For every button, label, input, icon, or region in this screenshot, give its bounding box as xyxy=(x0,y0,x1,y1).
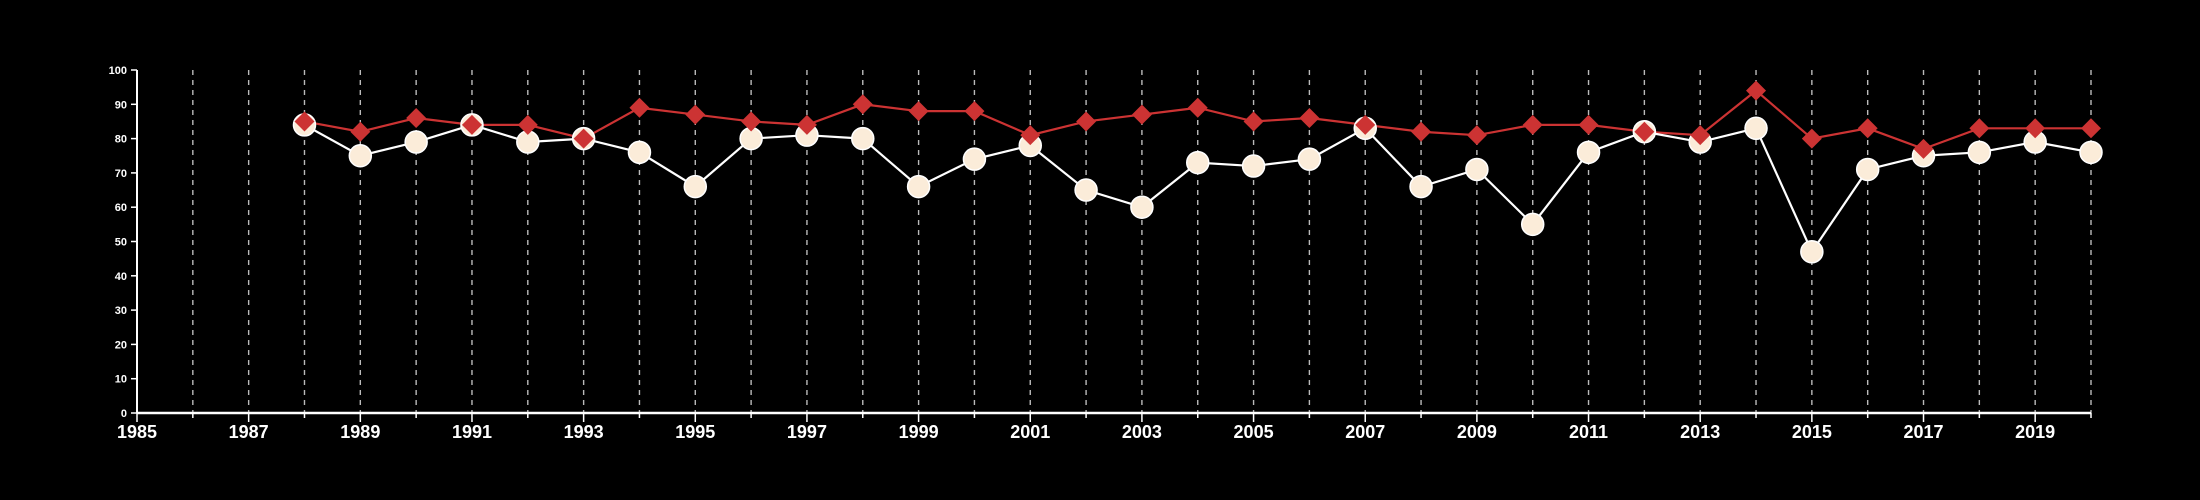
y-tick-label: 50 xyxy=(115,237,127,249)
data-point-diamond xyxy=(461,114,482,135)
data-point-diamond xyxy=(406,108,427,129)
data-point-diamond xyxy=(294,111,315,132)
x-tick-label: 1987 xyxy=(229,422,269,442)
data-point-diamond xyxy=(2081,118,2101,139)
data-point-diamond xyxy=(1801,128,1822,149)
data-point-circle xyxy=(1744,116,1768,141)
data-point-diamond xyxy=(852,94,873,115)
data-point-circle xyxy=(1241,154,1266,178)
data-point-circle xyxy=(1074,178,1098,202)
x-tick-label: 2007 xyxy=(1345,422,1385,442)
data-point-diamond xyxy=(1243,111,1264,132)
data-point-circle xyxy=(404,130,428,154)
y-tick-label: 60 xyxy=(115,202,127,214)
y-tick-label: 80 xyxy=(115,134,127,146)
data-point-diamond xyxy=(1411,121,1432,142)
data-point-circle xyxy=(1855,157,1880,182)
y-tick-label: 40 xyxy=(115,271,127,283)
data-point-diamond xyxy=(1076,111,1097,132)
x-tick-label: 2019 xyxy=(2015,422,2055,442)
data-point-diamond xyxy=(908,101,929,122)
data-point-diamond xyxy=(629,97,650,118)
data-point-diamond xyxy=(964,101,985,122)
data-point-diamond xyxy=(685,104,706,125)
data-point-circle xyxy=(1297,147,1322,171)
data-point-circle xyxy=(1967,140,1992,165)
data-point-diamond xyxy=(517,114,538,135)
y-tick-label: 10 xyxy=(115,374,127,386)
x-tick-label: 1995 xyxy=(675,422,715,442)
x-tick-label: 1991 xyxy=(452,422,492,442)
data-point-circle xyxy=(1465,157,1489,182)
data-point-circle xyxy=(2079,140,2103,165)
x-tick-label: 1993 xyxy=(564,422,604,442)
data-point-diamond xyxy=(1578,114,1599,135)
data-point-diamond xyxy=(1634,121,1655,142)
data-point-circle xyxy=(906,174,931,199)
data-point-diamond xyxy=(1746,80,1767,101)
data-point-diamond xyxy=(1187,97,1208,118)
data-point-circle xyxy=(1576,140,1601,165)
data-point-circle xyxy=(1185,150,1210,175)
data-point-circle xyxy=(1409,174,1433,199)
x-tick-label: 1985 xyxy=(117,422,157,442)
data-point-diamond xyxy=(1969,118,1990,139)
data-point-diamond xyxy=(1690,125,1711,146)
x-tick-label: 2011 xyxy=(1569,422,1608,442)
data-point-circle xyxy=(1130,195,1154,219)
series-layer xyxy=(292,80,2103,264)
x-tick-label: 2005 xyxy=(1234,422,1274,442)
x-tick-label: 2013 xyxy=(1680,422,1720,442)
data-point-diamond xyxy=(796,114,817,135)
x-tick-label: 1997 xyxy=(787,422,827,442)
x-tick-label: 1989 xyxy=(340,422,380,442)
y-tick-label: 70 xyxy=(115,168,127,180)
data-point-circle xyxy=(962,147,987,171)
y-tick-label: 30 xyxy=(115,305,127,317)
data-point-circle xyxy=(1520,212,1545,237)
data-point-circle xyxy=(683,174,708,199)
x-tick-label: 2001 xyxy=(1010,422,1050,442)
data-point-diamond xyxy=(1020,125,1041,146)
data-point-diamond xyxy=(2025,118,2046,139)
data-point-circle xyxy=(1800,240,1824,264)
x-tick-label: 2015 xyxy=(1792,422,1832,442)
data-point-circle xyxy=(627,140,652,165)
data-point-diamond xyxy=(1466,125,1487,146)
x-tick-label: 2003 xyxy=(1122,422,1162,442)
y-tick-label: 90 xyxy=(115,99,127,111)
x-tick-label: 2017 xyxy=(1903,422,1943,442)
x-tick-label: 1999 xyxy=(899,422,939,442)
y-tick-label: 0 xyxy=(121,408,127,420)
data-point-diamond xyxy=(350,121,371,142)
data-point-circle xyxy=(348,144,373,168)
data-point-circle xyxy=(851,126,875,151)
y-axis: 0 10 20 30 40 50 60 70 80 90 100 xyxy=(109,65,138,420)
x-axis: 1985 1987 1989 1991 1993 1995 1997 1999 2001 2003… xyxy=(117,411,2092,442)
data-point-diamond xyxy=(1299,108,1320,129)
data-point-diamond xyxy=(1913,138,1934,159)
y-tick-label: 20 xyxy=(115,339,127,351)
x-tick-label: 2009 xyxy=(1457,422,1497,442)
data-point-diamond xyxy=(741,111,762,132)
data-point-diamond xyxy=(1131,104,1152,125)
data-point-diamond xyxy=(1522,114,1543,135)
data-point-diamond xyxy=(1355,114,1376,135)
y-tick-label: 100 xyxy=(109,65,127,77)
data-point-diamond xyxy=(1857,118,1878,139)
data-point-diamond xyxy=(573,128,594,149)
